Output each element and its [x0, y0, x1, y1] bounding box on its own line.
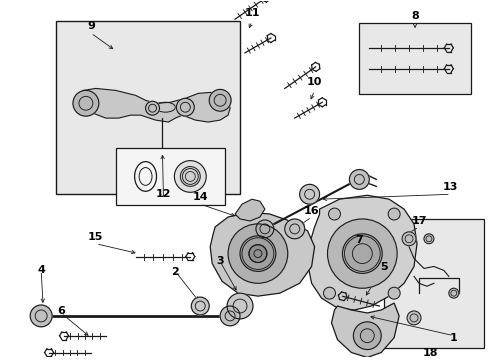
- Text: 6: 6: [57, 306, 65, 316]
- Text: 13: 13: [442, 182, 458, 192]
- Circle shape: [353, 322, 381, 350]
- Circle shape: [255, 220, 273, 238]
- Bar: [116, 148, 224, 205]
- Circle shape: [227, 224, 287, 283]
- Circle shape: [240, 236, 275, 271]
- Circle shape: [220, 306, 240, 326]
- Circle shape: [327, 219, 396, 288]
- Polygon shape: [210, 212, 314, 296]
- Text: 14: 14: [192, 192, 207, 202]
- Circle shape: [174, 161, 206, 192]
- Text: 11: 11: [244, 8, 259, 18]
- Circle shape: [30, 305, 52, 327]
- Bar: [384, 219, 483, 347]
- Circle shape: [323, 287, 335, 299]
- Text: 18: 18: [422, 347, 438, 357]
- Text: 9: 9: [87, 21, 95, 31]
- Circle shape: [328, 208, 340, 220]
- Circle shape: [387, 208, 399, 220]
- Circle shape: [191, 297, 209, 315]
- Circle shape: [342, 234, 382, 273]
- Text: 2: 2: [171, 267, 179, 277]
- Circle shape: [387, 287, 399, 299]
- Text: 1: 1: [449, 333, 457, 343]
- Circle shape: [226, 293, 252, 319]
- Polygon shape: [307, 195, 416, 310]
- Circle shape: [145, 101, 159, 115]
- Text: 8: 8: [410, 11, 418, 21]
- Circle shape: [448, 288, 458, 298]
- Circle shape: [73, 90, 99, 116]
- Circle shape: [180, 167, 200, 186]
- Bar: [359, 23, 470, 94]
- Text: 16: 16: [303, 206, 319, 216]
- Text: 4: 4: [37, 265, 45, 275]
- Text: 10: 10: [306, 77, 322, 87]
- Text: 17: 17: [410, 216, 426, 226]
- Polygon shape: [331, 303, 398, 357]
- Polygon shape: [76, 89, 230, 122]
- Circle shape: [401, 232, 415, 246]
- Circle shape: [209, 89, 231, 111]
- Circle shape: [176, 98, 194, 116]
- Bar: [56, 21, 240, 194]
- Circle shape: [349, 170, 368, 189]
- Text: 12: 12: [155, 189, 171, 199]
- Circle shape: [406, 311, 420, 325]
- Circle shape: [299, 184, 319, 204]
- Circle shape: [248, 245, 266, 262]
- Text: 15: 15: [88, 232, 103, 242]
- Polygon shape: [235, 199, 264, 221]
- Circle shape: [423, 234, 433, 244]
- Text: 3: 3: [216, 256, 224, 266]
- Text: 7: 7: [355, 235, 363, 245]
- Text: 5: 5: [380, 262, 387, 272]
- Circle shape: [284, 219, 304, 239]
